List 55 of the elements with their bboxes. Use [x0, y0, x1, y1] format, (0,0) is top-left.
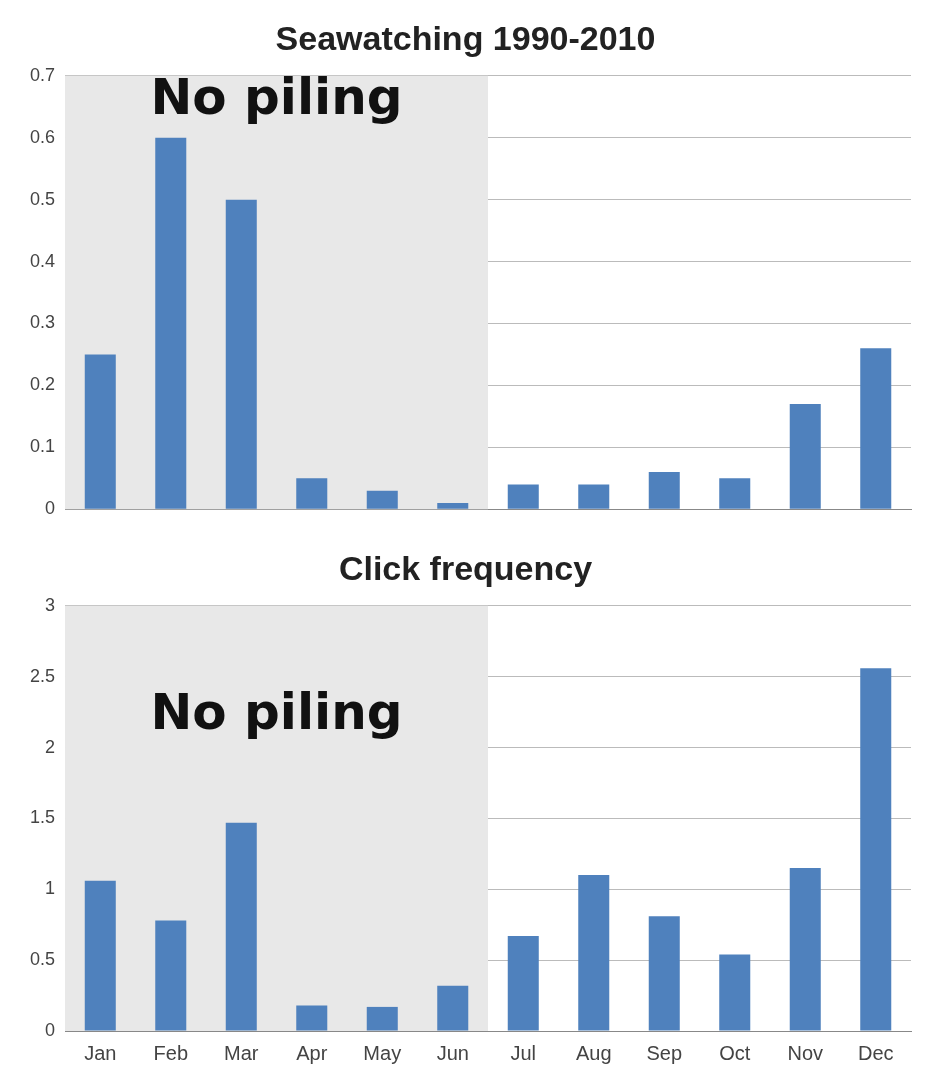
x-tick-label: Sep	[646, 1041, 683, 1064]
x-tick-label: Feb	[153, 1041, 188, 1064]
bar	[437, 985, 469, 1031]
y-tick-label: 0.5	[29, 188, 56, 209]
bar	[860, 348, 892, 509]
bar	[507, 936, 539, 1031]
x-tick-label: Dec	[857, 1041, 894, 1064]
chart-title: Click frequency	[338, 548, 593, 587]
bar	[578, 875, 610, 1031]
y-tick-label: 1	[45, 878, 56, 899]
bar	[296, 478, 328, 509]
x-tick-label: Jun	[436, 1041, 469, 1064]
bar	[719, 478, 751, 509]
y-tick-label: 2.5	[29, 665, 56, 686]
y-tick-label: 0.6	[29, 126, 56, 147]
bar	[860, 668, 892, 1031]
x-tick-label: Mar	[224, 1041, 259, 1064]
x-tick-label: Aug	[575, 1041, 612, 1064]
x-tick-label: Oct	[719, 1041, 751, 1064]
bar	[789, 868, 821, 1031]
bar	[225, 822, 257, 1031]
y-tick-label: 3	[45, 594, 56, 615]
bar	[648, 916, 680, 1031]
y-tick-label: 0.1	[29, 436, 56, 457]
band-label: No piling	[150, 67, 403, 126]
bar	[84, 354, 116, 509]
x-tick-label: Apr	[296, 1041, 328, 1064]
bar	[155, 920, 187, 1031]
x-tick-label: May	[363, 1041, 402, 1064]
y-tick-label: 0	[45, 1019, 56, 1040]
bar	[225, 199, 257, 509]
y-tick-label: 1.5	[29, 807, 56, 828]
y-tick-label: 0.4	[29, 250, 56, 271]
band-label: No piling	[150, 682, 403, 741]
y-tick-label: 0.7	[29, 64, 56, 85]
y-tick-label: 2	[45, 736, 56, 757]
bar	[578, 484, 610, 509]
bar	[507, 484, 539, 509]
y-tick-label: 0.5	[29, 949, 56, 970]
y-tick-label: 0.3	[29, 312, 56, 333]
bar	[366, 1006, 398, 1031]
bar	[648, 472, 680, 509]
bar	[296, 1005, 328, 1031]
bar	[437, 503, 469, 509]
bar	[789, 403, 821, 509]
chart-title: Seawatching 1990-2010	[275, 18, 656, 57]
bar	[155, 137, 187, 509]
bar	[366, 490, 398, 509]
x-tick-label: Jul	[510, 1041, 537, 1064]
bar	[719, 954, 751, 1031]
x-tick-label: Nov	[787, 1041, 824, 1064]
bar	[84, 880, 116, 1031]
y-tick-label: 0	[45, 498, 56, 519]
x-tick-label: Jan	[84, 1041, 117, 1064]
y-tick-label: 0.2	[29, 374, 56, 395]
